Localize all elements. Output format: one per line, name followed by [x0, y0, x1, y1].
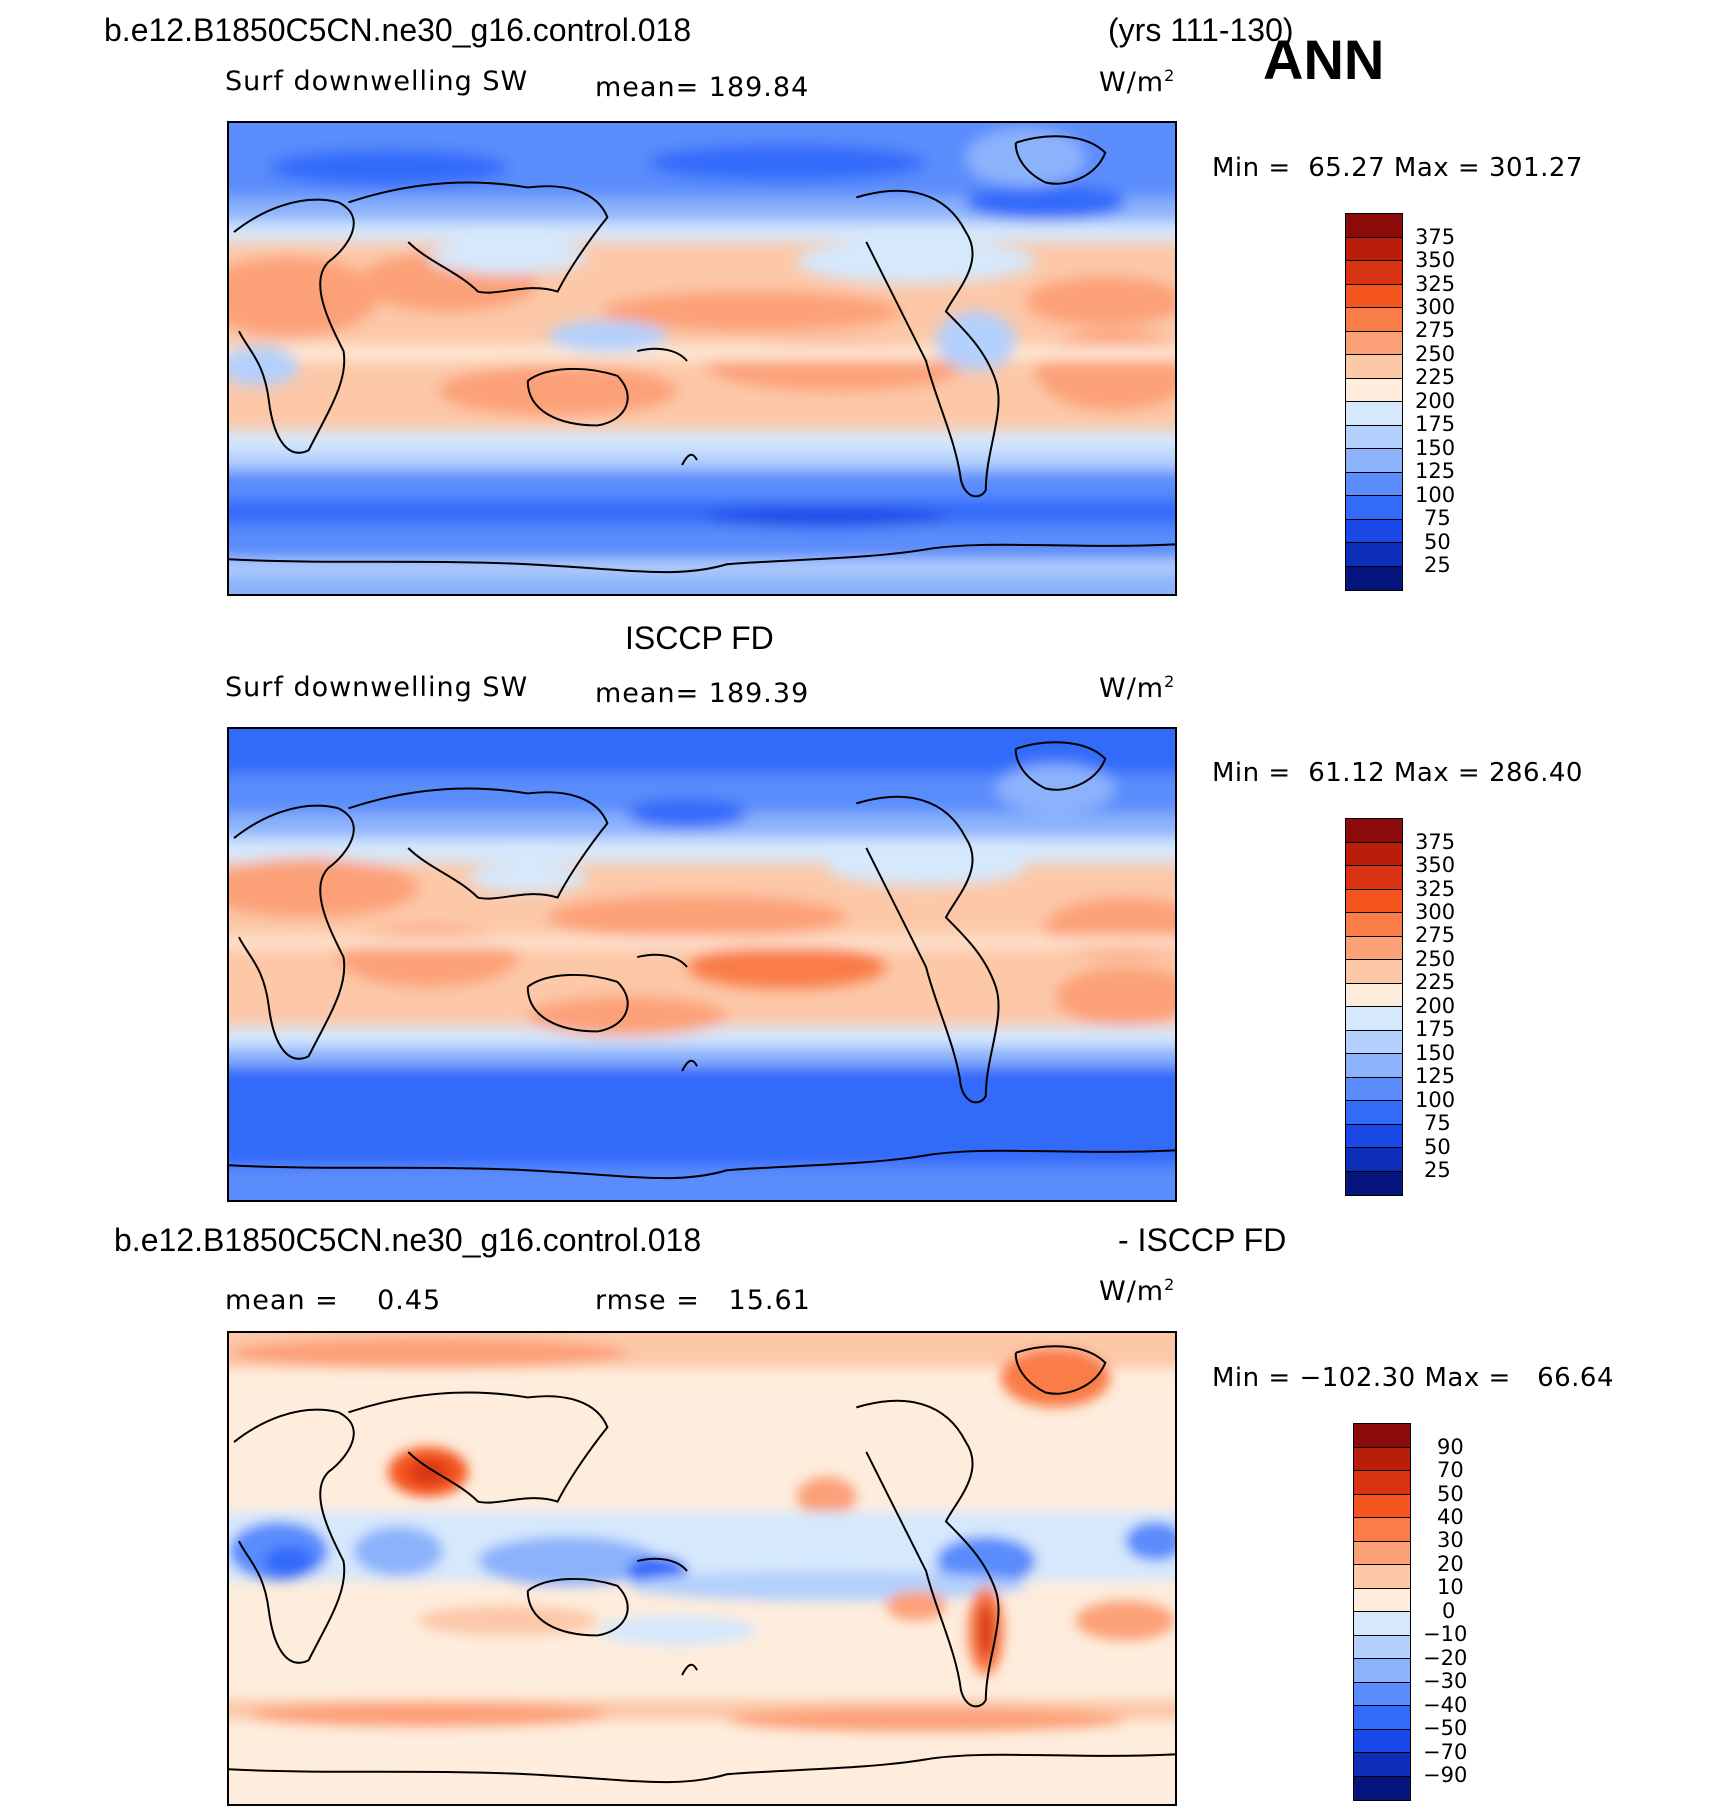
- panel2-cbar-tick: 175: [1415, 1017, 1456, 1041]
- panel2-colorbar: [1345, 818, 1403, 1196]
- panel2-variable: Surf downwelling SW: [225, 672, 529, 703]
- panel1-cbar-tick: 225: [1415, 365, 1456, 389]
- panel3-rmse: rmse = 15.61: [595, 1285, 811, 1316]
- panel3-colorbar: [1353, 1423, 1411, 1801]
- panel3-cbar-tick: −30: [1423, 1669, 1468, 1693]
- panel2-map: [227, 727, 1177, 1202]
- panel2-minmax: Min = 61.12 Max = 286.40: [1212, 758, 1583, 788]
- panel1-cbar-tick: 175: [1415, 412, 1456, 436]
- panel3-cbar-tick: 90: [1437, 1435, 1464, 1459]
- panel3-cbar-tick: −90: [1423, 1763, 1468, 1787]
- panel2-cbar-tick: 25: [1424, 1158, 1451, 1182]
- panel2-title: ISCCP FD: [625, 620, 774, 656]
- panel1-units: W/m2: [1099, 66, 1176, 98]
- panel1-variable: Surf downwelling SW: [225, 66, 529, 97]
- panel2-cbar-tick: 375: [1415, 830, 1456, 854]
- panel3-cbar-tick: 70: [1437, 1458, 1464, 1482]
- panel3-cbar-tick: −50: [1423, 1716, 1468, 1740]
- panel1-cbar-tick: 350: [1415, 248, 1456, 272]
- panel2-units: W/m2: [1099, 672, 1176, 704]
- panel1-cbar-tick: 325: [1415, 272, 1456, 296]
- panel1-mean: mean= 189.84: [595, 72, 810, 103]
- panel3-cbar-tick: 50: [1437, 1482, 1464, 1506]
- panel1-minmax: Min = 65.27 Max = 301.27: [1212, 153, 1583, 183]
- panel2-cbar-tick: 350: [1415, 853, 1456, 877]
- panel1-cbar-tick: 250: [1415, 342, 1456, 366]
- panel1-colorbar: [1345, 213, 1403, 591]
- panel2-cbar-tick: 325: [1415, 877, 1456, 901]
- panel2-cbar-tick: 125: [1415, 1064, 1456, 1088]
- panel2-cbar-tick: 75: [1424, 1111, 1451, 1135]
- panel1-cbar-tick: 100: [1415, 483, 1456, 507]
- panel3-map: [227, 1331, 1177, 1806]
- panel1-cbar-tick: 150: [1415, 436, 1456, 460]
- panel1-cbar-tick: 300: [1415, 295, 1456, 319]
- panel2-mean: mean= 189.39: [595, 678, 810, 709]
- panel2-cbar-tick: 200: [1415, 994, 1456, 1018]
- panel3-cbar-tick: −70: [1423, 1740, 1468, 1764]
- panel3-cbar-tick: 40: [1437, 1505, 1464, 1529]
- case-title: b.e12.B1850C5CN.ne30_g16.control.018: [104, 12, 692, 48]
- panel3-title-right: - ISCCP FD: [1118, 1222, 1287, 1258]
- panel1-cbar-tick: 125: [1415, 459, 1456, 483]
- panel2-cbar-tick: 150: [1415, 1041, 1456, 1065]
- panel3-mean: mean = 0.45: [225, 1285, 442, 1316]
- panel3-units: W/m2: [1099, 1275, 1176, 1307]
- panel1-map: [227, 121, 1177, 596]
- panel1-cbar-tick: 50: [1424, 530, 1451, 554]
- panel2-cbar-tick: 300: [1415, 900, 1456, 924]
- panel2-cbar-tick: 100: [1415, 1088, 1456, 1112]
- panel3-cbar-tick: −20: [1423, 1646, 1468, 1670]
- season-label: ANN: [1263, 28, 1385, 91]
- panel1-cbar-tick: 375: [1415, 225, 1456, 249]
- years-label: (yrs 111-130): [1108, 12, 1294, 48]
- panel3-cbar-tick: 30: [1437, 1528, 1464, 1552]
- panel1-cbar-tick: 275: [1415, 318, 1456, 342]
- panel1-cbar-tick: 200: [1415, 389, 1456, 413]
- panel1-cbar-tick: 75: [1424, 506, 1451, 530]
- panel2-cbar-tick: 275: [1415, 923, 1456, 947]
- panel2-cbar-tick: 225: [1415, 970, 1456, 994]
- panel3-minmax: Min = −102.30 Max = 66.64: [1212, 1363, 1615, 1393]
- panel2-cbar-tick: 50: [1424, 1135, 1451, 1159]
- panel2-cbar-tick: 250: [1415, 947, 1456, 971]
- panel1-cbar-tick: 25: [1424, 553, 1451, 577]
- panel3-cbar-tick: 20: [1437, 1552, 1464, 1576]
- panel3-cbar-tick: −10: [1423, 1622, 1468, 1646]
- panel3-title-left: b.e12.B1850C5CN.ne30_g16.control.018: [114, 1222, 702, 1258]
- panel3-cbar-tick: −40: [1423, 1693, 1468, 1717]
- panel3-cbar-tick: 10: [1437, 1575, 1464, 1599]
- panel3-cbar-tick: 0: [1442, 1599, 1456, 1623]
